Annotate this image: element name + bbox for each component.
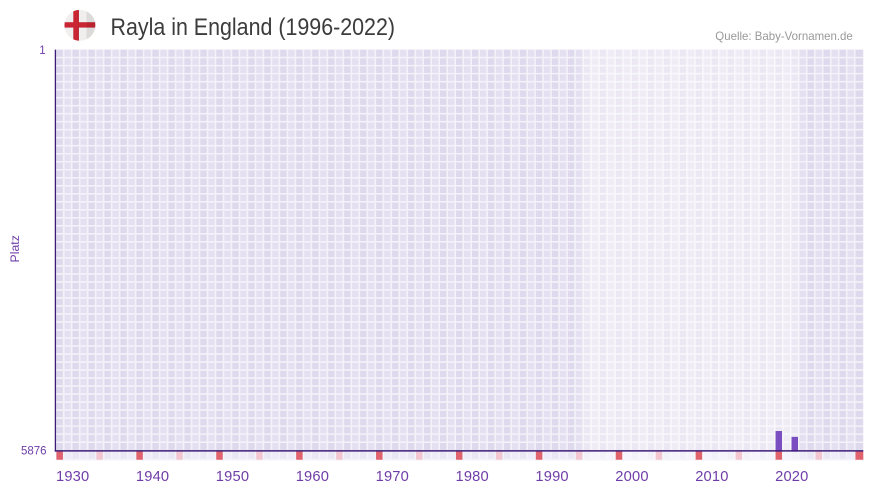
svg-text:2020: 2020 [775, 469, 808, 485]
svg-text:1930: 1930 [56, 469, 89, 485]
svg-text:Rayla in England (1996-2022): Rayla in England (1996-2022) [111, 14, 396, 41]
svg-text:1940: 1940 [136, 469, 169, 485]
svg-text:1: 1 [39, 45, 45, 57]
svg-text:1950: 1950 [216, 469, 249, 485]
svg-text:1990: 1990 [535, 469, 568, 485]
svg-text:2000: 2000 [615, 469, 648, 485]
svg-text:5876: 5876 [21, 445, 47, 457]
svg-text:1960: 1960 [296, 469, 329, 485]
svg-text:1980: 1980 [456, 469, 489, 485]
svg-text:Platz: Platz [8, 235, 22, 262]
svg-text:1970: 1970 [376, 469, 409, 485]
svg-text:2010: 2010 [695, 469, 728, 485]
svg-text:Quelle: Baby-Vornamen.de: Quelle: Baby-Vornamen.de [715, 29, 853, 43]
